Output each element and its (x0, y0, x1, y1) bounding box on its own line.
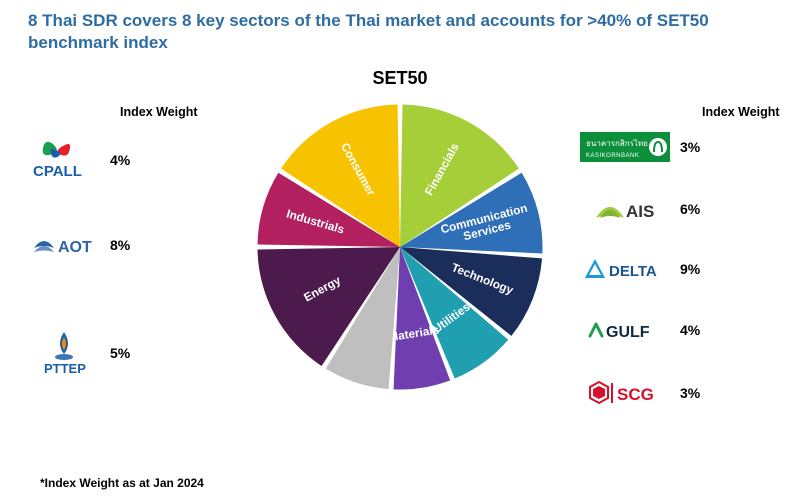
company-row-pttep: PTTEP 5% (30, 330, 142, 376)
svg-text:PTTEP: PTTEP (44, 361, 86, 376)
right-index-weight-header: Index Weight (702, 105, 780, 119)
svg-text:ธนาคารกสิกรไทย: ธนาคารกสิกรไทย (586, 139, 648, 148)
ais-logo-icon: AIS (590, 194, 660, 224)
index-weight-value: 3% (680, 385, 716, 401)
scg-logo-icon: SCG (588, 380, 662, 406)
chart-title: SET50 (0, 68, 800, 89)
page-title: 8 Thai SDR covers 8 key sectors of the T… (28, 10, 748, 54)
index-weight-value: 4% (110, 152, 142, 168)
cpall-logo: CPALL (30, 140, 98, 180)
footnote: *Index Weight as at Jan 2024 (40, 476, 204, 490)
svg-text:AIS: AIS (626, 202, 654, 221)
svg-text:KASIKORNBANK: KASIKORNBANK (586, 153, 639, 159)
scg-logo: SCG (580, 380, 670, 406)
svg-text:SCG: SCG (617, 385, 654, 404)
pttep-logo-icon: PTTEP (34, 330, 94, 376)
index-weight-value: 3% (680, 139, 716, 155)
delta-logo-icon: DELTA (583, 256, 667, 282)
svg-text:CPALL: CPALL (33, 163, 82, 180)
company-row-ais: AIS 6% (580, 194, 716, 224)
pttep-logo: PTTEP (30, 330, 98, 376)
ais-logo: AIS (580, 194, 670, 224)
aot-logo-icon: AOT (32, 230, 96, 260)
pie-chart: FinancialsCommunicationServicesTechnolog… (249, 96, 551, 398)
kbank-logo-icon: ธนาคารกสิกรไทย KASIKORNBANK (580, 132, 670, 162)
gulf-logo: GULF (580, 318, 670, 342)
index-weight-value: 5% (110, 345, 142, 361)
company-row-aot: AOT 8% (30, 230, 142, 260)
index-weight-value: 6% (680, 201, 716, 217)
delta-logo: DELTA (580, 256, 670, 282)
index-weight-value: 4% (680, 322, 716, 338)
company-row-kbank: ธนาคารกสิกรไทย KASIKORNBANK 3% (580, 132, 716, 162)
index-weight-value: 9% (680, 261, 716, 277)
aot-logo: AOT (30, 230, 98, 260)
svg-text:DELTA: DELTA (609, 263, 657, 280)
index-weight-value: 8% (110, 237, 142, 253)
svg-text:GULF: GULF (606, 324, 650, 341)
svg-text:AOT: AOT (58, 239, 92, 256)
company-row-scg: SCG 3% (580, 380, 716, 406)
left-index-weight-header: Index Weight (120, 105, 198, 119)
kbank-logo: ธนาคารกสิกรไทย KASIKORNBANK (580, 132, 670, 162)
company-row-delta: DELTA 9% (580, 256, 716, 282)
company-row-cpall: CPALL 4% (30, 140, 142, 180)
gulf-logo-icon: GULF (586, 318, 664, 342)
cpall-logo-icon: CPALL (33, 140, 95, 180)
company-row-gulf: GULF 4% (580, 318, 716, 342)
